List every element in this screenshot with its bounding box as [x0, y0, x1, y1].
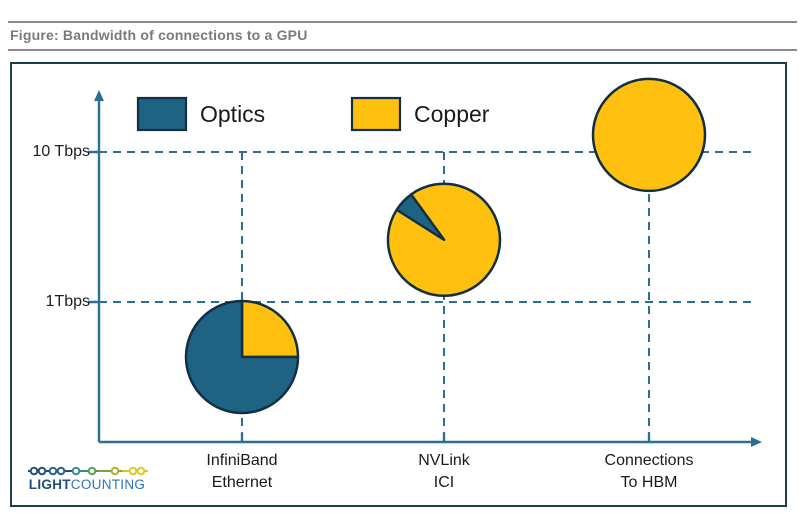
y-axis-ticks [88, 150, 99, 304]
pie-slice [240, 299, 300, 359]
category-label-line1: Connections [604, 452, 694, 469]
y-axis-arrow-icon [94, 90, 104, 101]
pie-markers [184, 77, 707, 415]
pie-marker-2 [591, 77, 707, 193]
category-label-line2: ICI [433, 474, 455, 491]
pie-marker-1 [386, 182, 502, 297]
pie-marker-0 [184, 299, 300, 415]
chart-frame [10, 62, 787, 507]
ytick-label-10tbps: 10 Tbps [32, 143, 90, 160]
lightcounting-logo-text: LIGHTCOUNTING [22, 477, 152, 492]
figure-title: Figure: Bandwidth of connections to a GP… [10, 27, 308, 43]
category-label-line2: Ethernet [211, 474, 273, 491]
category-label-line1: NVLink [418, 452, 470, 469]
title-rule-top [8, 21, 797, 23]
pie-slice [395, 193, 446, 242]
lightcounting-logo-icon [28, 466, 148, 476]
category-label-nvlink: NVLink ICI [359, 450, 529, 494]
category-label-infiniband: InfiniBand Ethernet [157, 450, 327, 494]
legend-swatch-copper [350, 96, 402, 132]
legend-label-optics: Optics [200, 101, 266, 127]
ytick-label-1tbps: 1Tbps [45, 293, 90, 310]
category-label-line1: InfiniBand [206, 452, 278, 469]
title-rule-bottom [8, 49, 797, 51]
legend-label-copper: Copper [414, 101, 490, 127]
category-label-line2: To HBM [620, 474, 678, 491]
pie-slice [184, 299, 300, 415]
logo-text-light: LIGHT [28, 477, 71, 492]
legend-swatch-optics [136, 96, 188, 132]
x-axis-arrow-icon [751, 437, 762, 447]
pie-slice [591, 77, 707, 193]
logo-text-counting: COUNTING [70, 477, 146, 492]
bandwidth-chart-canvas [88, 77, 762, 447]
x-axis-ticks [240, 433, 651, 442]
category-label-hbm: Connections To HBM [564, 450, 734, 494]
